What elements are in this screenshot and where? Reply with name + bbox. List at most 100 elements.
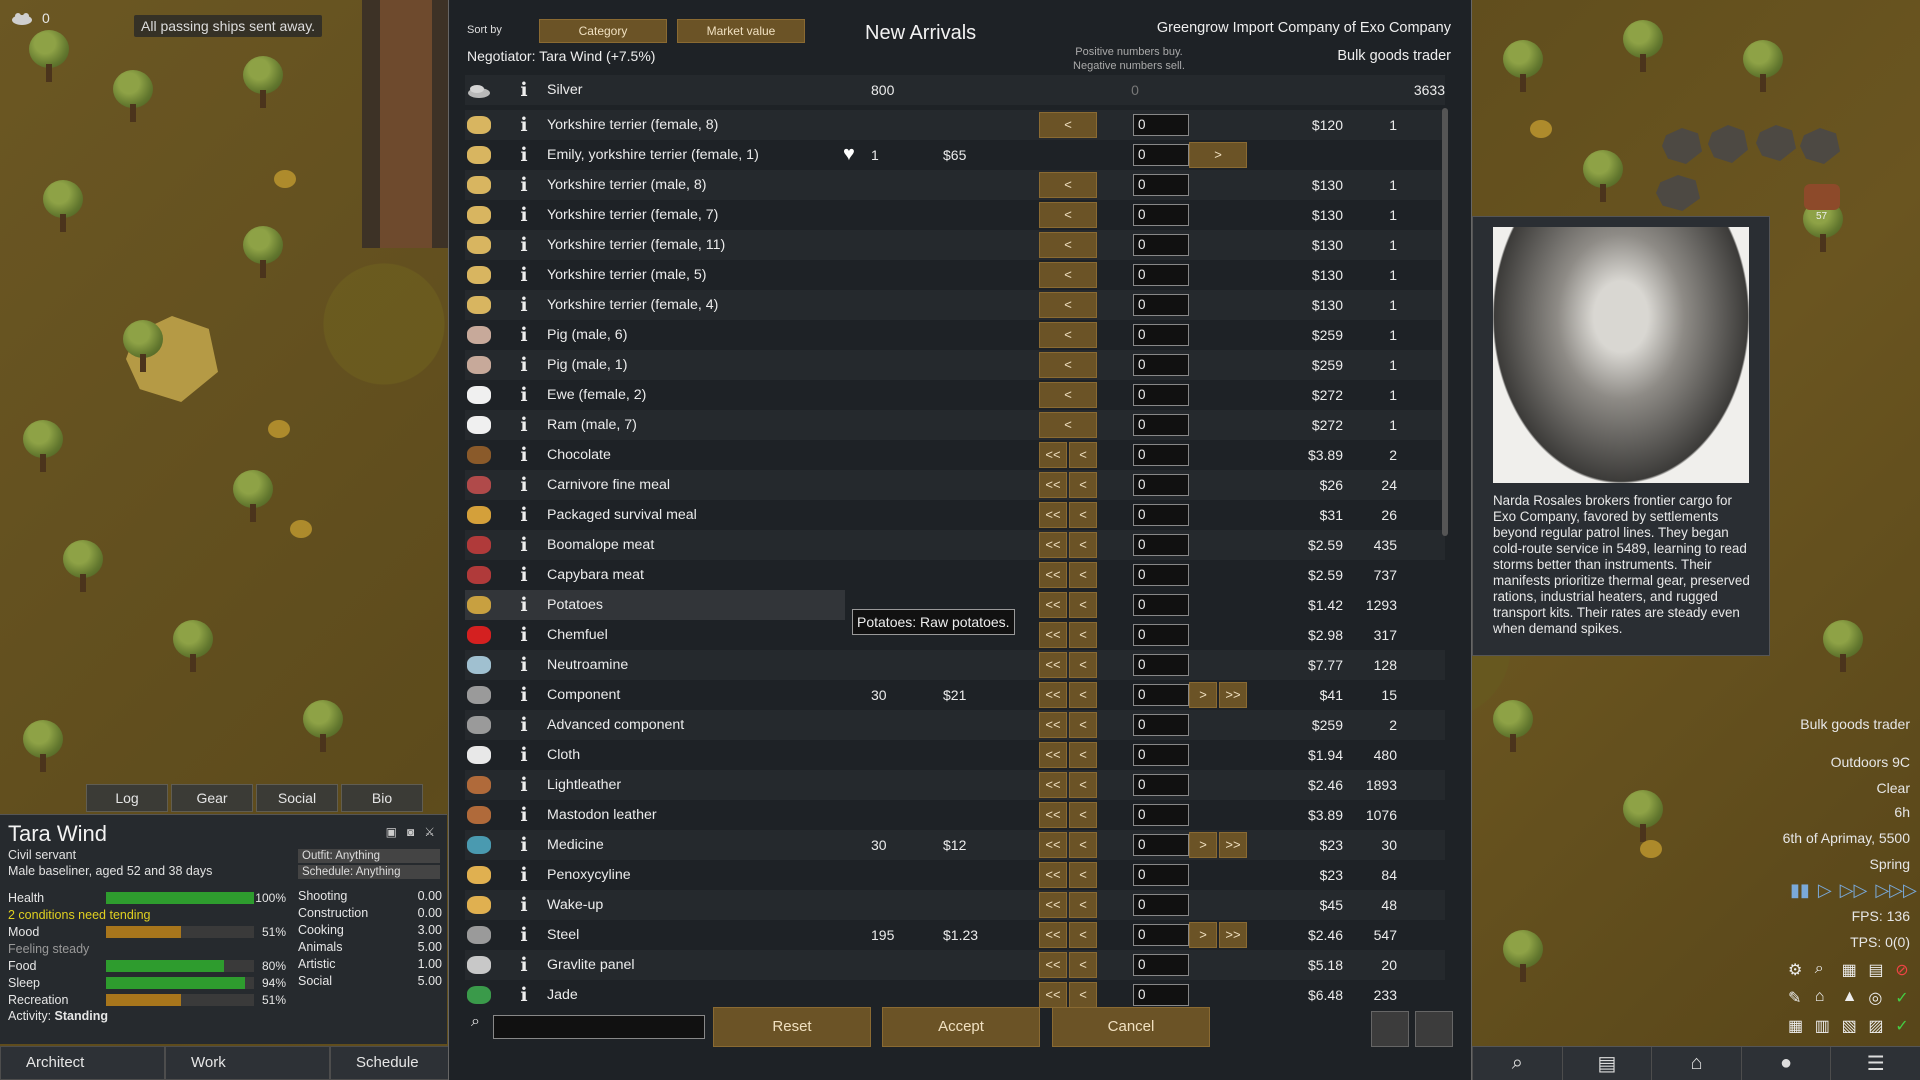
buy-all-button[interactable]: << — [1039, 952, 1067, 978]
buy-all-button[interactable]: << — [1039, 832, 1067, 858]
speed-3-icon[interactable]: ▷▷▷ — [1875, 880, 1917, 900]
trade-count-input[interactable]: 0 — [1133, 144, 1189, 166]
buy-one-button[interactable]: < — [1069, 682, 1097, 708]
info-icon[interactable]: i — [520, 504, 528, 526]
trade-count-input[interactable]: 0 — [1133, 444, 1189, 466]
trade-count-input[interactable]: 0 — [1133, 864, 1189, 886]
info-icon[interactable]: i — [520, 324, 528, 346]
conditions-warning[interactable]: 2 conditions need tending — [8, 907, 151, 922]
map-marker[interactable] — [1804, 184, 1840, 210]
trade-count-input[interactable]: 0 — [1133, 714, 1189, 736]
buy-all-button[interactable]: << — [1039, 712, 1067, 738]
buy-all-button[interactable]: << — [1039, 592, 1067, 618]
trade-count-input[interactable]: 0 — [1133, 834, 1189, 856]
buy-one-button[interactable]: < — [1069, 502, 1097, 528]
draft-icon[interactable]: ⚔ — [424, 825, 435, 839]
info-icon[interactable]: i — [520, 414, 528, 436]
buy-all-button[interactable]: << — [1039, 982, 1067, 1008]
buy-all-button[interactable]: << — [1039, 562, 1067, 588]
toggle-icon[interactable]: ⚙ — [1788, 962, 1803, 979]
toggle-icon[interactable]: ▲ — [1841, 988, 1858, 1005]
info-icon[interactable]: i — [520, 894, 528, 916]
info-icon[interactable]: i — [520, 654, 528, 676]
buy-one-button[interactable]: < — [1069, 802, 1097, 828]
buy-one-button[interactable]: < — [1039, 112, 1097, 138]
toggle-icon[interactable]: ✓ — [1895, 990, 1909, 1007]
info-icon[interactable]: i — [520, 954, 528, 976]
sort-market-value-button[interactable]: Market value — [677, 19, 805, 43]
trade-count-input[interactable]: 0 — [1133, 654, 1189, 676]
trade-count-input[interactable]: 0 — [1133, 414, 1189, 436]
info-icon[interactable]: i — [520, 594, 528, 616]
tab-log[interactable]: Log — [86, 784, 168, 812]
buy-all-button[interactable]: << — [1039, 502, 1067, 528]
buy-one-button[interactable]: < — [1069, 892, 1097, 918]
factions-icon[interactable]: ⌂ — [1651, 1047, 1741, 1080]
self-tend-icon[interactable]: ▣ — [385, 825, 397, 839]
trade-count-input[interactable]: 0 — [1133, 354, 1189, 376]
trader-type-label[interactable]: Bulk goods trader — [1800, 716, 1910, 732]
research-book-icon[interactable]: ▤ — [1561, 1047, 1652, 1080]
speed-1-icon[interactable]: ▷ — [1817, 880, 1832, 900]
buy-one-button[interactable]: < — [1069, 742, 1097, 768]
trade-count-input[interactable]: 0 — [1133, 234, 1189, 256]
trade-count-input[interactable]: 0 — [1133, 294, 1189, 316]
buy-all-button[interactable]: << — [1039, 622, 1067, 648]
buy-one-button[interactable]: < — [1069, 562, 1097, 588]
buy-one-button[interactable]: < — [1069, 922, 1097, 948]
outfit-selector[interactable]: Outfit: Anything — [298, 849, 440, 863]
trade-count-input[interactable]: 0 — [1133, 114, 1189, 136]
toggle-icon[interactable]: ▥ — [1814, 1018, 1830, 1035]
trade-count-input[interactable]: 0 — [1133, 534, 1189, 556]
trade-count-input[interactable]: 0 — [1133, 174, 1189, 196]
info-icon[interactable]: i — [520, 684, 528, 706]
buy-all-button[interactable]: << — [1039, 892, 1067, 918]
toggle-icon[interactable]: ✎ — [1788, 990, 1802, 1007]
trade-count-input[interactable]: 0 — [1133, 924, 1189, 946]
buy-all-button[interactable]: << — [1039, 772, 1067, 798]
sell-one-button[interactable]: > — [1189, 832, 1217, 858]
toggle-icon[interactable]: ✓ — [1895, 1018, 1909, 1035]
sell-one-button[interactable]: > — [1189, 142, 1247, 168]
toggle-icon[interactable]: ⊘ — [1895, 962, 1909, 979]
trade-count-input[interactable]: 0 — [1133, 384, 1189, 406]
trade-count-input[interactable]: 0 — [1133, 624, 1189, 646]
buy-all-button[interactable]: << — [1039, 472, 1067, 498]
buy-one-button[interactable]: < — [1039, 202, 1097, 228]
buy-one-button[interactable]: < — [1069, 622, 1097, 648]
info-icon[interactable]: i — [520, 804, 528, 826]
trade-count-input[interactable]: 0 — [1133, 474, 1189, 496]
trade-count-input[interactable]: 0 — [1133, 774, 1189, 796]
info-icon[interactable]: i — [520, 864, 528, 886]
buy-one-button[interactable]: < — [1069, 982, 1097, 1008]
colonist-counter[interactable]: 0 — [10, 10, 50, 26]
tab-gear[interactable]: Gear — [171, 784, 253, 812]
toggle-icon[interactable]: ▨ — [1868, 1018, 1884, 1035]
info-icon[interactable]: i — [520, 624, 528, 646]
accept-button[interactable]: Accept — [882, 1007, 1040, 1047]
buy-one-button[interactable]: < — [1039, 412, 1097, 438]
buy-all-button[interactable]: << — [1039, 862, 1067, 888]
buy-all-button[interactable]: << — [1039, 742, 1067, 768]
info-icon[interactable]: i — [520, 114, 528, 136]
toggle-icon[interactable]: ▦ — [1841, 962, 1857, 979]
trade-count-input[interactable]: 0 — [1133, 684, 1189, 706]
info-icon[interactable]: i — [520, 354, 528, 376]
trade-count-input[interactable]: 0 — [1133, 564, 1189, 586]
sell-one-button[interactable]: > — [1189, 922, 1217, 948]
buy-one-button[interactable]: < — [1069, 712, 1097, 738]
buy-all-button[interactable]: << — [1039, 922, 1067, 948]
info-icon[interactable]: i — [520, 144, 528, 166]
info-icon[interactable]: i — [520, 564, 528, 586]
info-icon[interactable]: i — [520, 294, 528, 316]
buy-one-button[interactable]: < — [1069, 442, 1097, 468]
sell-all-button[interactable]: >> — [1219, 922, 1247, 948]
trade-count-input[interactable]: 0 — [1133, 204, 1189, 226]
toggle-icon[interactable]: ▦ — [1788, 1018, 1804, 1035]
buy-one-button[interactable]: < — [1039, 352, 1097, 378]
trade-count-input[interactable]: 0 — [1133, 984, 1189, 1006]
ideas-icon[interactable]: ● — [1740, 1047, 1831, 1080]
trade-count-input[interactable]: 0 — [1133, 594, 1189, 616]
tab-social[interactable]: Social — [256, 784, 338, 812]
trade-count-input[interactable]: 0 — [1133, 264, 1189, 286]
